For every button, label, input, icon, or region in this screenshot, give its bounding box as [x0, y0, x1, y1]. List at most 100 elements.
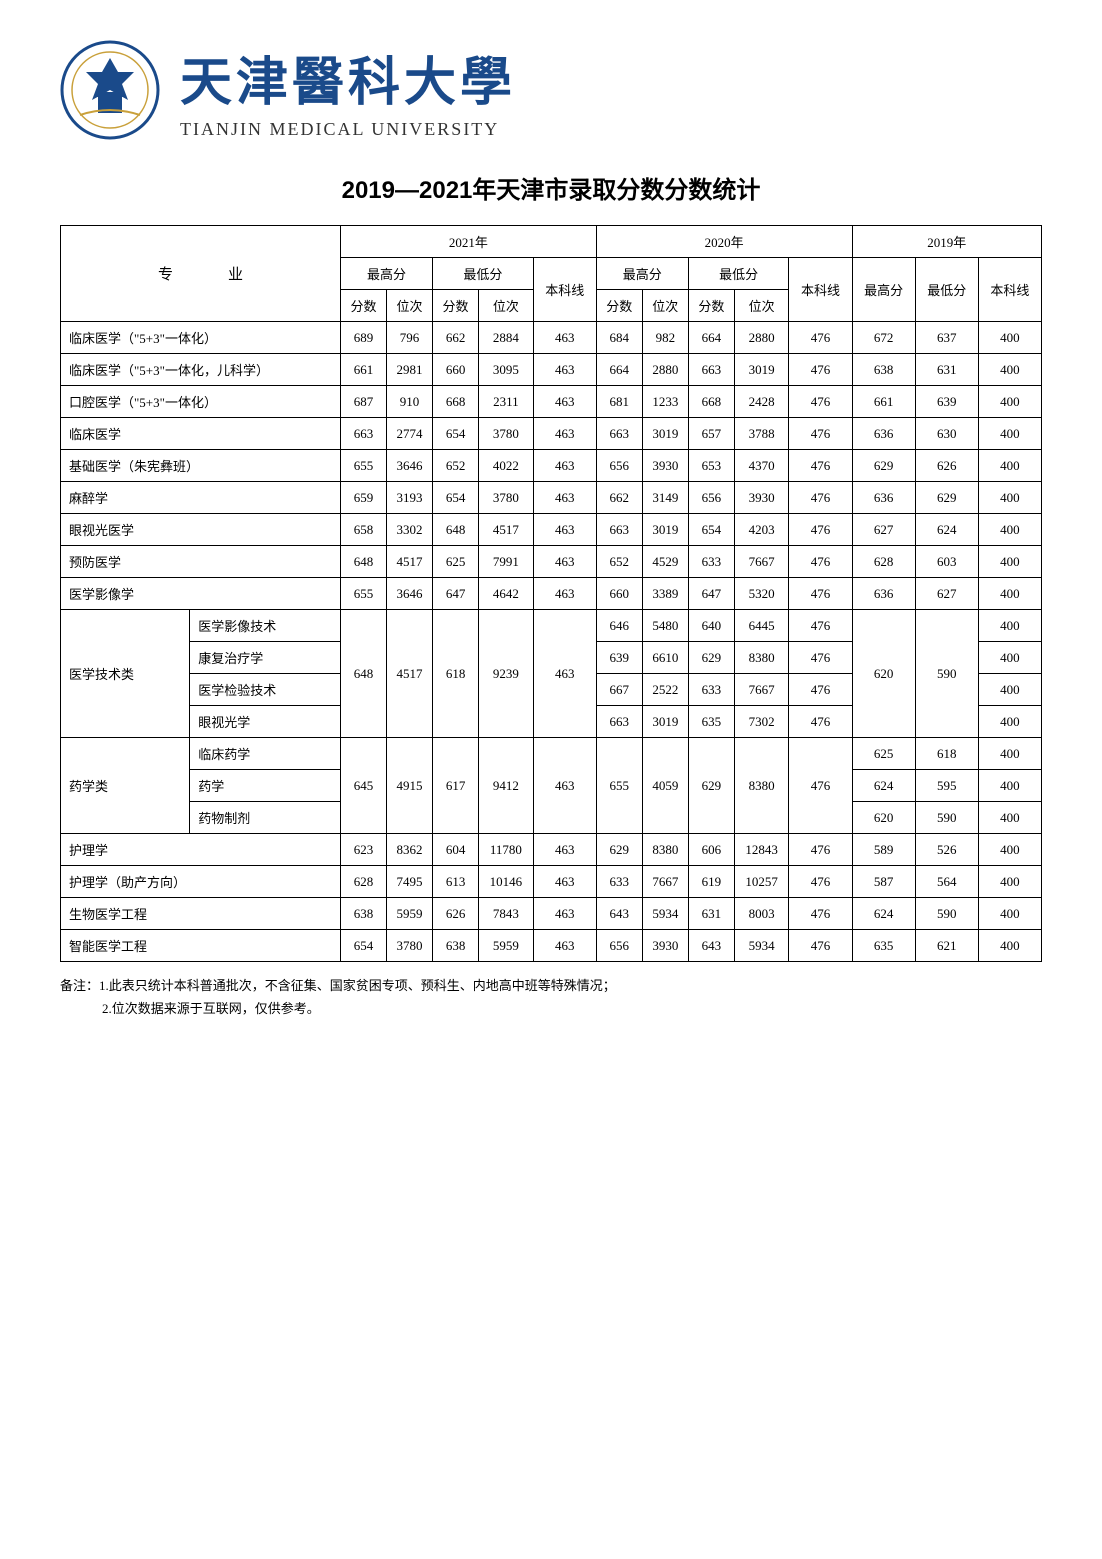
table-cell: 626 — [433, 898, 479, 930]
table-row: 医学技术类医学影像技术64845176189239463646548064064… — [61, 610, 1042, 642]
table-cell: 463 — [533, 834, 596, 866]
table-cell: 476 — [789, 610, 852, 642]
table-cell: 636 — [852, 482, 915, 514]
header-year-2020: 2020年 — [596, 226, 852, 258]
table-cell: 医学技术类 — [61, 610, 190, 738]
table-cell: 476 — [789, 866, 852, 898]
page-title: 2019—2021年天津市录取分数分数统计 — [60, 170, 1042, 205]
table-cell: 3019 — [642, 706, 688, 738]
table-cell: 400 — [978, 834, 1041, 866]
header-rank: 位次 — [734, 290, 789, 322]
table-body: 临床医学（"5+3"一体化）68979666228844636849826642… — [61, 322, 1042, 962]
table-cell: 3930 — [642, 450, 688, 482]
table-cell: 3788 — [734, 418, 789, 450]
table-cell: 663 — [688, 354, 734, 386]
header-benke-2019: 本科线 — [978, 258, 1041, 322]
table-cell: 463 — [533, 930, 596, 962]
table-cell: 463 — [533, 386, 596, 418]
table-cell: 4370 — [734, 450, 789, 482]
table-cell: 595 — [915, 770, 978, 802]
table-cell: 662 — [596, 482, 642, 514]
table-cell: 3389 — [642, 578, 688, 610]
table-cell: 654 — [433, 482, 479, 514]
table-cell: 652 — [596, 546, 642, 578]
table-cell: 2981 — [387, 354, 433, 386]
table-cell: 463 — [533, 482, 596, 514]
table-cell: 400 — [978, 674, 1041, 706]
note-1: 备注：1.此表只统计本科普通批次，不含征集、国家贫困专项、预科生、内地高中班等特… — [60, 974, 1042, 997]
table-cell: 621 — [915, 930, 978, 962]
table-row: 护理学6238362604117804636298380606128434765… — [61, 834, 1042, 866]
table-cell: 476 — [789, 482, 852, 514]
table-cell: 3646 — [387, 450, 433, 482]
table-cell: 476 — [789, 642, 852, 674]
table-cell: 623 — [340, 834, 386, 866]
table-cell: 8003 — [734, 898, 789, 930]
table-cell: 1233 — [642, 386, 688, 418]
table-cell: 药学 — [190, 770, 341, 802]
table-cell: 463 — [533, 898, 596, 930]
table-cell: 624 — [915, 514, 978, 546]
table-row: 基础医学（朱宪彝班）655364665240224636563930653437… — [61, 450, 1042, 482]
table-cell: 627 — [915, 578, 978, 610]
table-cell: 664 — [596, 354, 642, 386]
table-cell: 663 — [596, 706, 642, 738]
table-cell: 526 — [915, 834, 978, 866]
header-rank: 位次 — [387, 290, 433, 322]
university-name-en: TIANJIN MEDICAL UNIVERSITY — [180, 119, 516, 140]
table-cell: 476 — [789, 386, 852, 418]
table-cell: 640 — [688, 610, 734, 642]
table-cell: 664 — [688, 322, 734, 354]
table-cell: 400 — [978, 418, 1041, 450]
table-cell: 648 — [340, 546, 386, 578]
table-cell: 636 — [852, 418, 915, 450]
header-max-2021: 最高分 — [340, 258, 432, 290]
table-cell: 400 — [978, 322, 1041, 354]
table-cell: 4517 — [479, 514, 534, 546]
table-cell: 400 — [978, 770, 1041, 802]
table-cell: 400 — [978, 482, 1041, 514]
table-cell: 5934 — [642, 898, 688, 930]
header-max-2019: 最高分 — [852, 258, 915, 322]
table-cell: 400 — [978, 450, 1041, 482]
table-cell: 663 — [596, 514, 642, 546]
table-cell: 口腔医学（"5+3"一体化） — [61, 386, 341, 418]
table-cell: 7302 — [734, 706, 789, 738]
table-cell: 628 — [340, 866, 386, 898]
table-row: 口腔医学（"5+3"一体化）68791066823114636811233668… — [61, 386, 1042, 418]
table-cell: 633 — [688, 674, 734, 706]
table-cell: 643 — [596, 898, 642, 930]
table-cell: 400 — [978, 706, 1041, 738]
table-cell: 687 — [340, 386, 386, 418]
table-cell: 647 — [433, 578, 479, 610]
table-cell: 603 — [915, 546, 978, 578]
table-row: 药学类临床药学645491561794124636554059629838047… — [61, 738, 1042, 770]
table-cell: 2522 — [642, 674, 688, 706]
table-cell: 400 — [978, 738, 1041, 770]
table-cell: 眼视光医学 — [61, 514, 341, 546]
table-cell: 3780 — [479, 418, 534, 450]
table-cell: 627 — [852, 514, 915, 546]
table-cell: 629 — [852, 450, 915, 482]
table-cell: 2884 — [479, 322, 534, 354]
table-cell: 5934 — [734, 930, 789, 962]
table-cell: 9239 — [479, 610, 534, 738]
table-cell: 2774 — [387, 418, 433, 450]
table-cell: 476 — [789, 418, 852, 450]
table-cell: 400 — [978, 642, 1041, 674]
table-header-row-1: 专 业 2021年 2020年 2019年 — [61, 226, 1042, 258]
table-row: 临床医学（"5+3"一体化）68979666228844636849826642… — [61, 322, 1042, 354]
table-cell: 618 — [915, 738, 978, 770]
table-cell: 5959 — [387, 898, 433, 930]
table-cell: 463 — [533, 418, 596, 450]
table-cell: 7667 — [734, 546, 789, 578]
header-score: 分数 — [596, 290, 642, 322]
table-cell: 3149 — [642, 482, 688, 514]
table-cell: 659 — [340, 482, 386, 514]
table-cell: 476 — [789, 930, 852, 962]
table-cell: 4059 — [642, 738, 688, 834]
table-cell: 康复治疗学 — [190, 642, 341, 674]
table-cell: 3646 — [387, 578, 433, 610]
table-cell: 医学影像技术 — [190, 610, 341, 642]
table-row: 医学影像学65536466474642463660338964753204766… — [61, 578, 1042, 610]
